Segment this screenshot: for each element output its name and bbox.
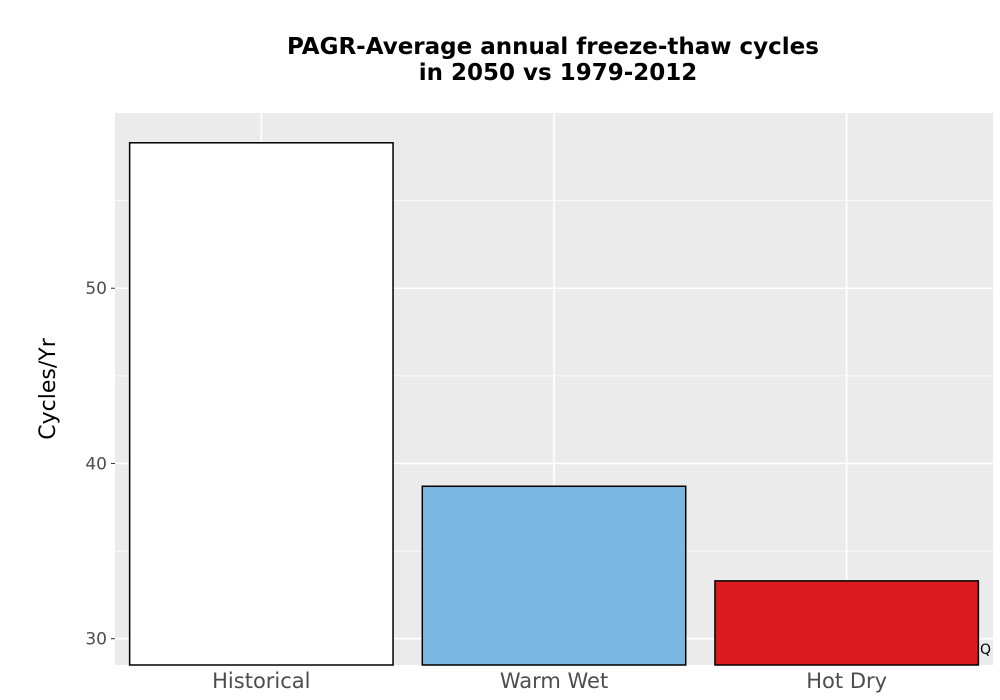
y-axis-title: Cycles/Yr bbox=[36, 337, 61, 439]
chart-title-line-1: PAGR-Average annual freeze-thaw cycles bbox=[287, 34, 819, 60]
corner-note: Q bbox=[980, 642, 991, 658]
bar-hot-dry bbox=[714, 580, 980, 666]
chart-title-line-2: in 2050 vs 1979-2012 bbox=[419, 60, 698, 86]
y-tick-label: 50 bbox=[85, 279, 107, 299]
bar-warm-wet bbox=[421, 485, 687, 666]
y-axis: 30 40 50 bbox=[85, 279, 115, 650]
x-axis: Historical Warm Wet Hot Dry bbox=[212, 669, 887, 693]
x-category-label: Hot Dry bbox=[806, 669, 887, 693]
x-category-label: Warm Wet bbox=[500, 669, 608, 693]
bars bbox=[128, 142, 980, 666]
y-tick-label: 40 bbox=[85, 454, 107, 474]
y-tick-label: 30 bbox=[85, 630, 107, 650]
x-category-label: Historical bbox=[212, 669, 310, 693]
bar-historical bbox=[128, 142, 394, 666]
